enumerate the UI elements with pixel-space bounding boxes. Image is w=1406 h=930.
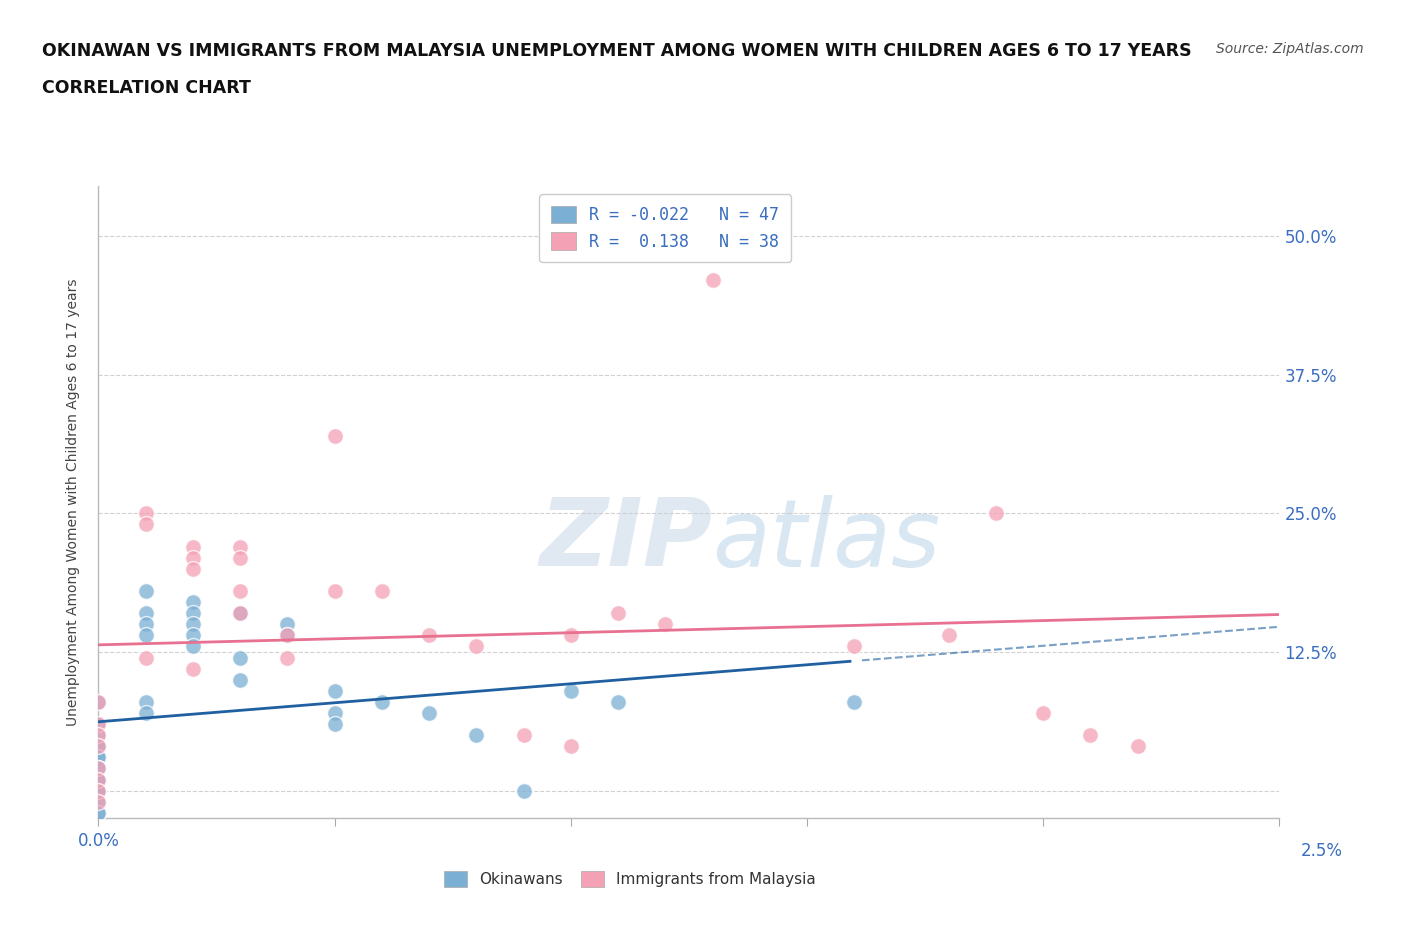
Point (323, 684, 346, 698)
Point (465, 639, 488, 654)
Text: CORRELATION CHART: CORRELATION CHART (42, 79, 252, 97)
Point (181, 539, 204, 554)
Point (229, 672, 252, 687)
Point (323, 717, 346, 732)
Point (87, 805, 110, 820)
Point (229, 551, 252, 565)
Point (87, 717, 110, 732)
Point (135, 650, 157, 665)
Point (844, 695, 866, 710)
Point (465, 728, 488, 743)
Point (135, 628, 157, 643)
Point (87, 738, 110, 753)
Text: atlas: atlas (713, 495, 941, 586)
Point (135, 605, 157, 620)
Point (87, 761, 110, 776)
Point (87, 783, 110, 798)
Text: Source: ZipAtlas.com: Source: ZipAtlas.com (1216, 42, 1364, 56)
Point (87, 783, 110, 798)
Point (87, 695, 110, 710)
Point (87, 695, 110, 710)
Point (418, 706, 440, 721)
Point (229, 583, 252, 598)
Text: 2.5%: 2.5% (1301, 842, 1343, 860)
Point (181, 661, 204, 676)
Point (87, 772, 110, 787)
Point (87, 728, 110, 743)
Point (1126, 738, 1149, 753)
Point (87, 794, 110, 809)
Point (87, 738, 110, 753)
Point (512, 783, 534, 798)
Point (87, 783, 110, 798)
Point (87, 738, 110, 753)
Point (276, 628, 298, 643)
Point (87, 772, 110, 787)
Point (229, 605, 252, 620)
Point (87, 750, 110, 764)
Point (87, 783, 110, 798)
Point (1080, 728, 1102, 743)
Point (87, 772, 110, 787)
Y-axis label: Unemployment Among Women with Children Ages 6 to 17 years: Unemployment Among Women with Children A… (66, 278, 80, 726)
Point (229, 650, 252, 665)
Point (1032, 706, 1054, 721)
Point (135, 695, 157, 710)
Point (181, 562, 204, 577)
Text: OKINAWAN VS IMMIGRANTS FROM MALAYSIA UNEMPLOYMENT AMONG WOMEN WITH CHILDREN AGES: OKINAWAN VS IMMIGRANTS FROM MALAYSIA UNE… (42, 42, 1192, 60)
Point (560, 738, 582, 753)
Point (418, 628, 440, 643)
Point (87, 805, 110, 820)
Point (984, 506, 1007, 521)
Point (135, 706, 157, 721)
Point (181, 617, 204, 631)
Point (181, 639, 204, 654)
Point (276, 650, 298, 665)
Point (323, 583, 346, 598)
Point (560, 628, 582, 643)
Point (181, 605, 204, 620)
Point (323, 428, 346, 443)
Point (87, 761, 110, 776)
Point (938, 628, 960, 643)
Legend: Okinawans, Immigrants from Malaysia: Okinawans, Immigrants from Malaysia (437, 865, 823, 893)
Point (181, 628, 204, 643)
Point (87, 794, 110, 809)
Point (607, 605, 630, 620)
Point (87, 761, 110, 776)
Point (87, 772, 110, 787)
Point (276, 617, 298, 631)
Point (702, 272, 724, 287)
Point (87, 738, 110, 753)
Point (844, 639, 866, 654)
Point (371, 695, 394, 710)
Point (323, 706, 346, 721)
Point (512, 728, 534, 743)
Point (229, 539, 252, 554)
Text: ZIP: ZIP (540, 494, 713, 586)
Point (87, 750, 110, 764)
Point (229, 605, 252, 620)
Point (135, 517, 157, 532)
Point (135, 583, 157, 598)
Point (87, 794, 110, 809)
Point (560, 684, 582, 698)
Point (276, 628, 298, 643)
Point (181, 551, 204, 565)
Point (654, 617, 676, 631)
Point (181, 594, 204, 609)
Point (87, 717, 110, 732)
Point (371, 583, 394, 598)
Point (135, 506, 157, 521)
Point (87, 728, 110, 743)
Point (135, 617, 157, 631)
Point (607, 695, 630, 710)
